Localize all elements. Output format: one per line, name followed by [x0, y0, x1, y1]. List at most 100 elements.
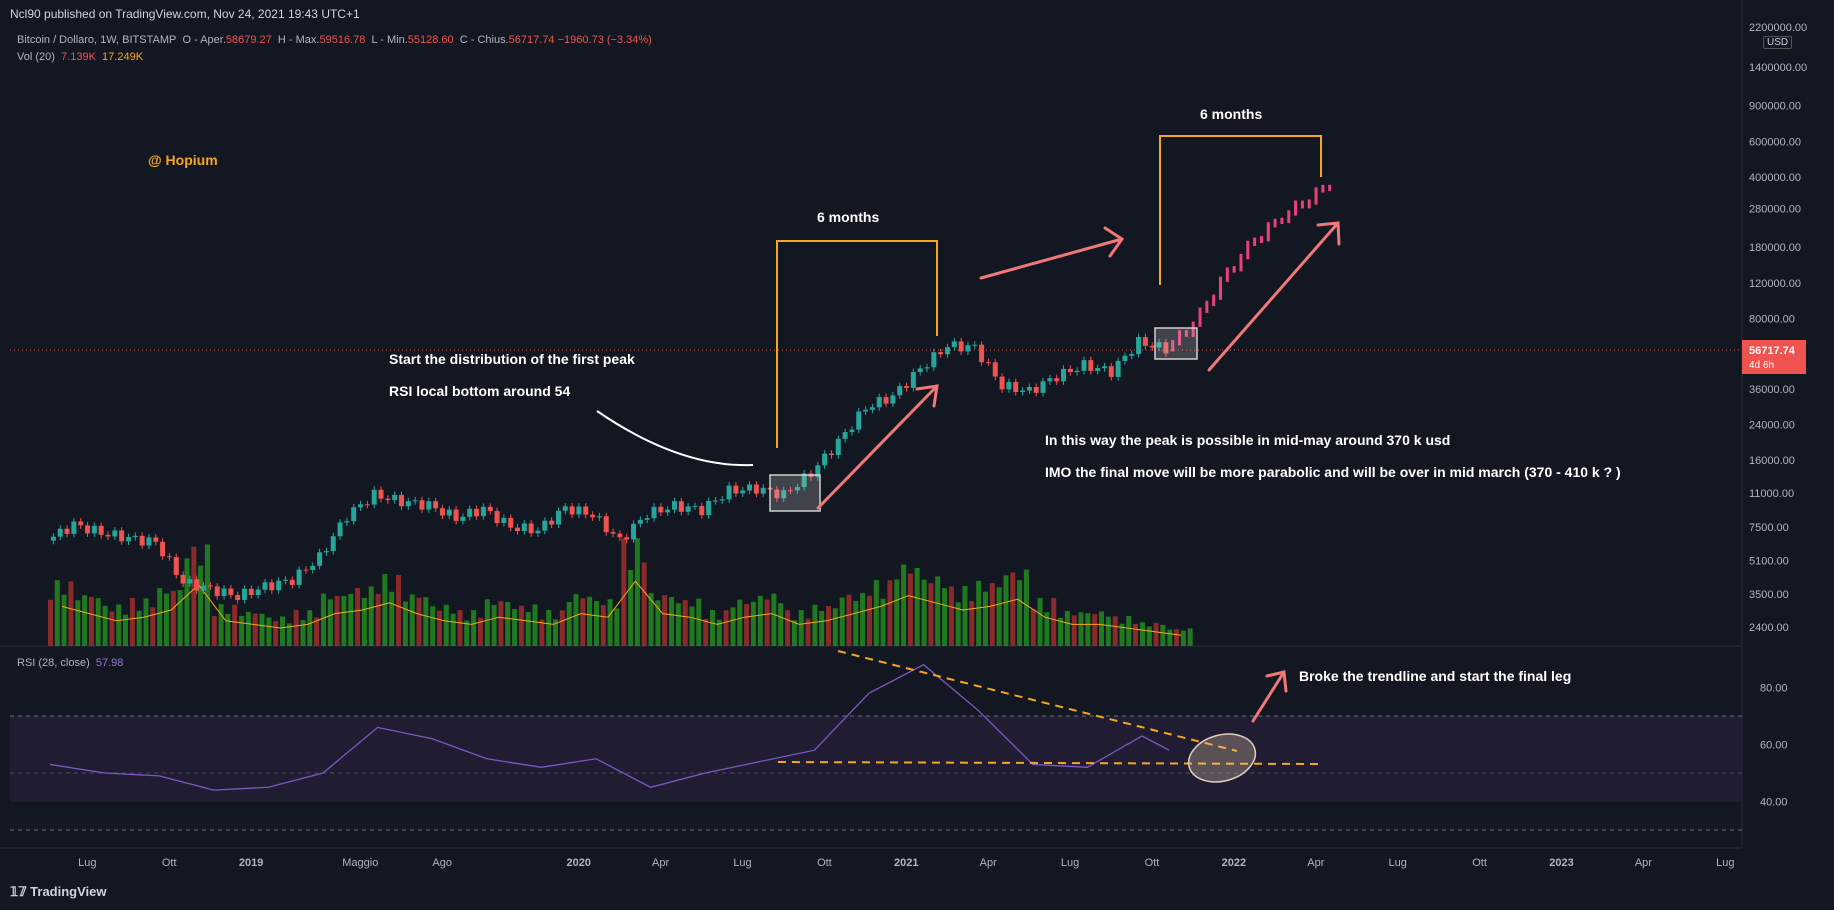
six-months-label-2: 6 months	[1200, 106, 1262, 122]
candle-body	[951, 341, 957, 348]
volume-bar	[443, 604, 449, 646]
time-tick-label: 2023	[1549, 857, 1573, 869]
candle-body	[904, 386, 910, 388]
volume-label[interactable]: Vol (20)	[17, 51, 55, 63]
volume-bar	[1017, 580, 1023, 646]
projection-candle	[1212, 294, 1216, 307]
candle-body	[494, 510, 500, 524]
rsi-support-line[interactable]	[777, 761, 1319, 765]
projection-candle	[1218, 276, 1222, 300]
candle-body	[235, 595, 241, 600]
rsi-legend: RSI (28, close) 57.98	[17, 657, 123, 669]
volume-bar	[600, 605, 606, 646]
candle-body	[794, 487, 800, 491]
candle-body	[1013, 381, 1019, 392]
volume-bar	[477, 617, 483, 646]
arrow-up-1[interactable]	[816, 384, 939, 510]
candle-body	[125, 537, 131, 542]
volume-bar	[730, 607, 736, 646]
candle-body	[371, 489, 377, 505]
volume-bar	[1010, 572, 1016, 646]
symbol-name[interactable]: Bitcoin / Dollaro, 1W, BITSTAMP	[17, 34, 177, 46]
time-axis[interactable]: Lug Ott 2019 Maggio Ago 2020 Apr Lug Ott 2021 Apr L…	[78, 857, 1734, 869]
candle-body	[433, 501, 439, 509]
volume-bar	[375, 593, 381, 646]
volume-bar	[1085, 613, 1091, 646]
price-tick-label: 16000.00	[1749, 455, 1795, 467]
time-tick-label: Ago	[432, 857, 452, 869]
candle-body	[985, 362, 991, 364]
volume-bar	[450, 613, 456, 646]
candle-body	[480, 506, 486, 517]
candle-body	[774, 489, 780, 499]
volume-bar	[1153, 622, 1159, 646]
currency-badge[interactable]: USD	[1763, 36, 1793, 49]
candle-body	[992, 362, 998, 377]
candle-body	[1067, 368, 1073, 373]
volume-bar	[129, 598, 135, 646]
volume-bar	[1126, 616, 1132, 646]
price-axis[interactable]: 2200000.00 1400000.00 900000.00 600000.00 40…	[1749, 22, 1807, 634]
projection-candle	[1253, 237, 1257, 247]
candle-body	[842, 432, 848, 439]
volume-bar	[1023, 569, 1029, 646]
volume-bar	[798, 610, 804, 646]
volume-bar	[355, 587, 361, 646]
highlight-box-1[interactable]	[769, 474, 821, 512]
volume-bar	[989, 582, 995, 646]
candle-body	[576, 506, 582, 515]
breakout-ellipse[interactable]	[1183, 727, 1261, 789]
candle-body	[269, 582, 275, 591]
volume-bar	[396, 575, 401, 646]
candle-body	[1156, 342, 1162, 348]
six-months-bracket-2[interactable]	[1159, 135, 1322, 285]
volume-bar	[785, 610, 791, 646]
volume-bar	[164, 593, 169, 646]
volume-bar	[887, 580, 893, 646]
candle-body	[788, 490, 794, 492]
candle-body	[876, 397, 882, 408]
arrow-rsi-breakout[interactable]	[1251, 670, 1288, 723]
rsi-tick-label: 60.00	[1760, 740, 1788, 752]
volume-bar	[1099, 611, 1104, 646]
rsi-line	[49, 663, 1170, 791]
candle-body	[1095, 368, 1101, 371]
volume-bar	[143, 598, 149, 646]
candle-body	[938, 352, 944, 355]
candle-body	[801, 473, 807, 488]
candle-body	[869, 407, 875, 410]
time-tick-label: Apr	[1635, 857, 1652, 869]
tv-logo-icon: 𝟙𝟟	[10, 884, 31, 899]
volume-bar	[321, 593, 326, 646]
rsi-axis[interactable]: 80.00 60.00 40.00	[1760, 683, 1788, 809]
price-tick-label: 600000.00	[1749, 136, 1801, 148]
rsi-label[interactable]: RSI (28, close)	[17, 657, 90, 669]
price-tick-label: 24000.00	[1749, 419, 1795, 431]
candle-body	[501, 517, 507, 524]
candle-body	[78, 521, 84, 526]
distribution-text: Start the distribution of the first peak	[389, 351, 635, 367]
rsi-value: 57.98	[95, 657, 124, 669]
volume-bar	[361, 598, 367, 646]
candle-body	[173, 557, 179, 575]
volume-bar	[368, 586, 374, 646]
projection-candle	[1246, 240, 1250, 260]
candle-body	[1040, 381, 1046, 393]
low-label: L - Min.	[371, 34, 408, 46]
volume-bar	[252, 613, 258, 646]
arrow-up-2[interactable]	[979, 226, 1125, 280]
volume-bar	[68, 581, 74, 646]
volume-bar	[170, 590, 176, 646]
curve-pointer[interactable]	[596, 410, 754, 467]
highlight-box-2[interactable]	[1154, 327, 1198, 360]
arrow-up-3[interactable]	[1207, 221, 1341, 372]
rsi-trendline[interactable]	[837, 650, 1238, 752]
candle-body	[248, 588, 254, 596]
volume-bar	[314, 617, 320, 646]
tradingview-logo[interactable]: 𝟙𝟟 TradingView	[10, 884, 107, 900]
six-months-bracket-1[interactable]	[776, 240, 938, 448]
candle-body	[835, 438, 841, 456]
candle-body	[760, 487, 766, 494]
volume-bar	[791, 620, 797, 646]
